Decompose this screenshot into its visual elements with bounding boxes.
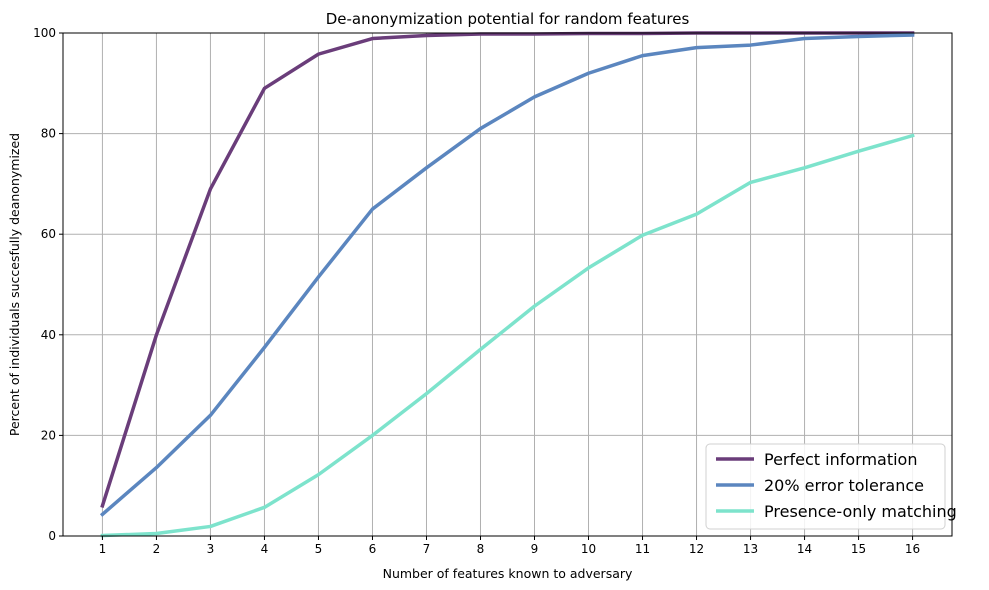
y-tick-label: 0	[48, 529, 56, 543]
x-tick-label: 7	[423, 542, 431, 556]
y-tick-label: 40	[41, 328, 56, 342]
series-line-2	[99, 33, 915, 517]
legend: Perfect information 20% error tolerance Pr…	[705, 443, 957, 530]
x-tick-label: 9	[531, 542, 539, 556]
x-tick-label: 12	[689, 542, 704, 556]
y-axis-ticks: 0 20 40 60 80 100	[33, 26, 63, 543]
x-tick-label: 3	[207, 542, 215, 556]
x-tick-label: 13	[743, 542, 758, 556]
x-tick-label: 11	[635, 542, 650, 556]
x-tick-label: 15	[851, 542, 866, 556]
series-line-3	[100, 133, 915, 538]
chart-title: De-anonymization potential for random fe…	[326, 10, 690, 28]
legend-label: Presence-only matching	[764, 502, 957, 521]
x-tick-label: 2	[153, 542, 161, 556]
x-tick-label: 10	[581, 542, 596, 556]
x-tick-label: 14	[797, 542, 812, 556]
y-tick-label: 80	[41, 127, 56, 141]
y-axis-label: Percent of individuals succesfully deano…	[7, 133, 22, 436]
x-tick-label: 4	[261, 542, 269, 556]
legend-label: 20% error tolerance	[764, 476, 924, 495]
y-tick-label: 60	[41, 227, 56, 241]
x-tick-label: 16	[905, 542, 920, 556]
x-tick-label: 6	[369, 542, 377, 556]
y-tick-label: 20	[41, 428, 56, 442]
legend-label: Perfect information	[764, 450, 917, 469]
x-axis-label: Number of features known to adversary	[383, 566, 633, 581]
x-tick-label: 8	[477, 542, 485, 556]
plot-frame	[62, 32, 953, 537]
x-tick-label: 1	[99, 542, 107, 556]
legend-box	[705, 443, 946, 530]
x-tick-label: 5	[315, 542, 323, 556]
x-axis-ticks: 1 2 3 4 5 6 7 8 9 10 11 12 13 14 15 16	[99, 536, 920, 556]
y-tick-label: 100	[33, 26, 56, 40]
